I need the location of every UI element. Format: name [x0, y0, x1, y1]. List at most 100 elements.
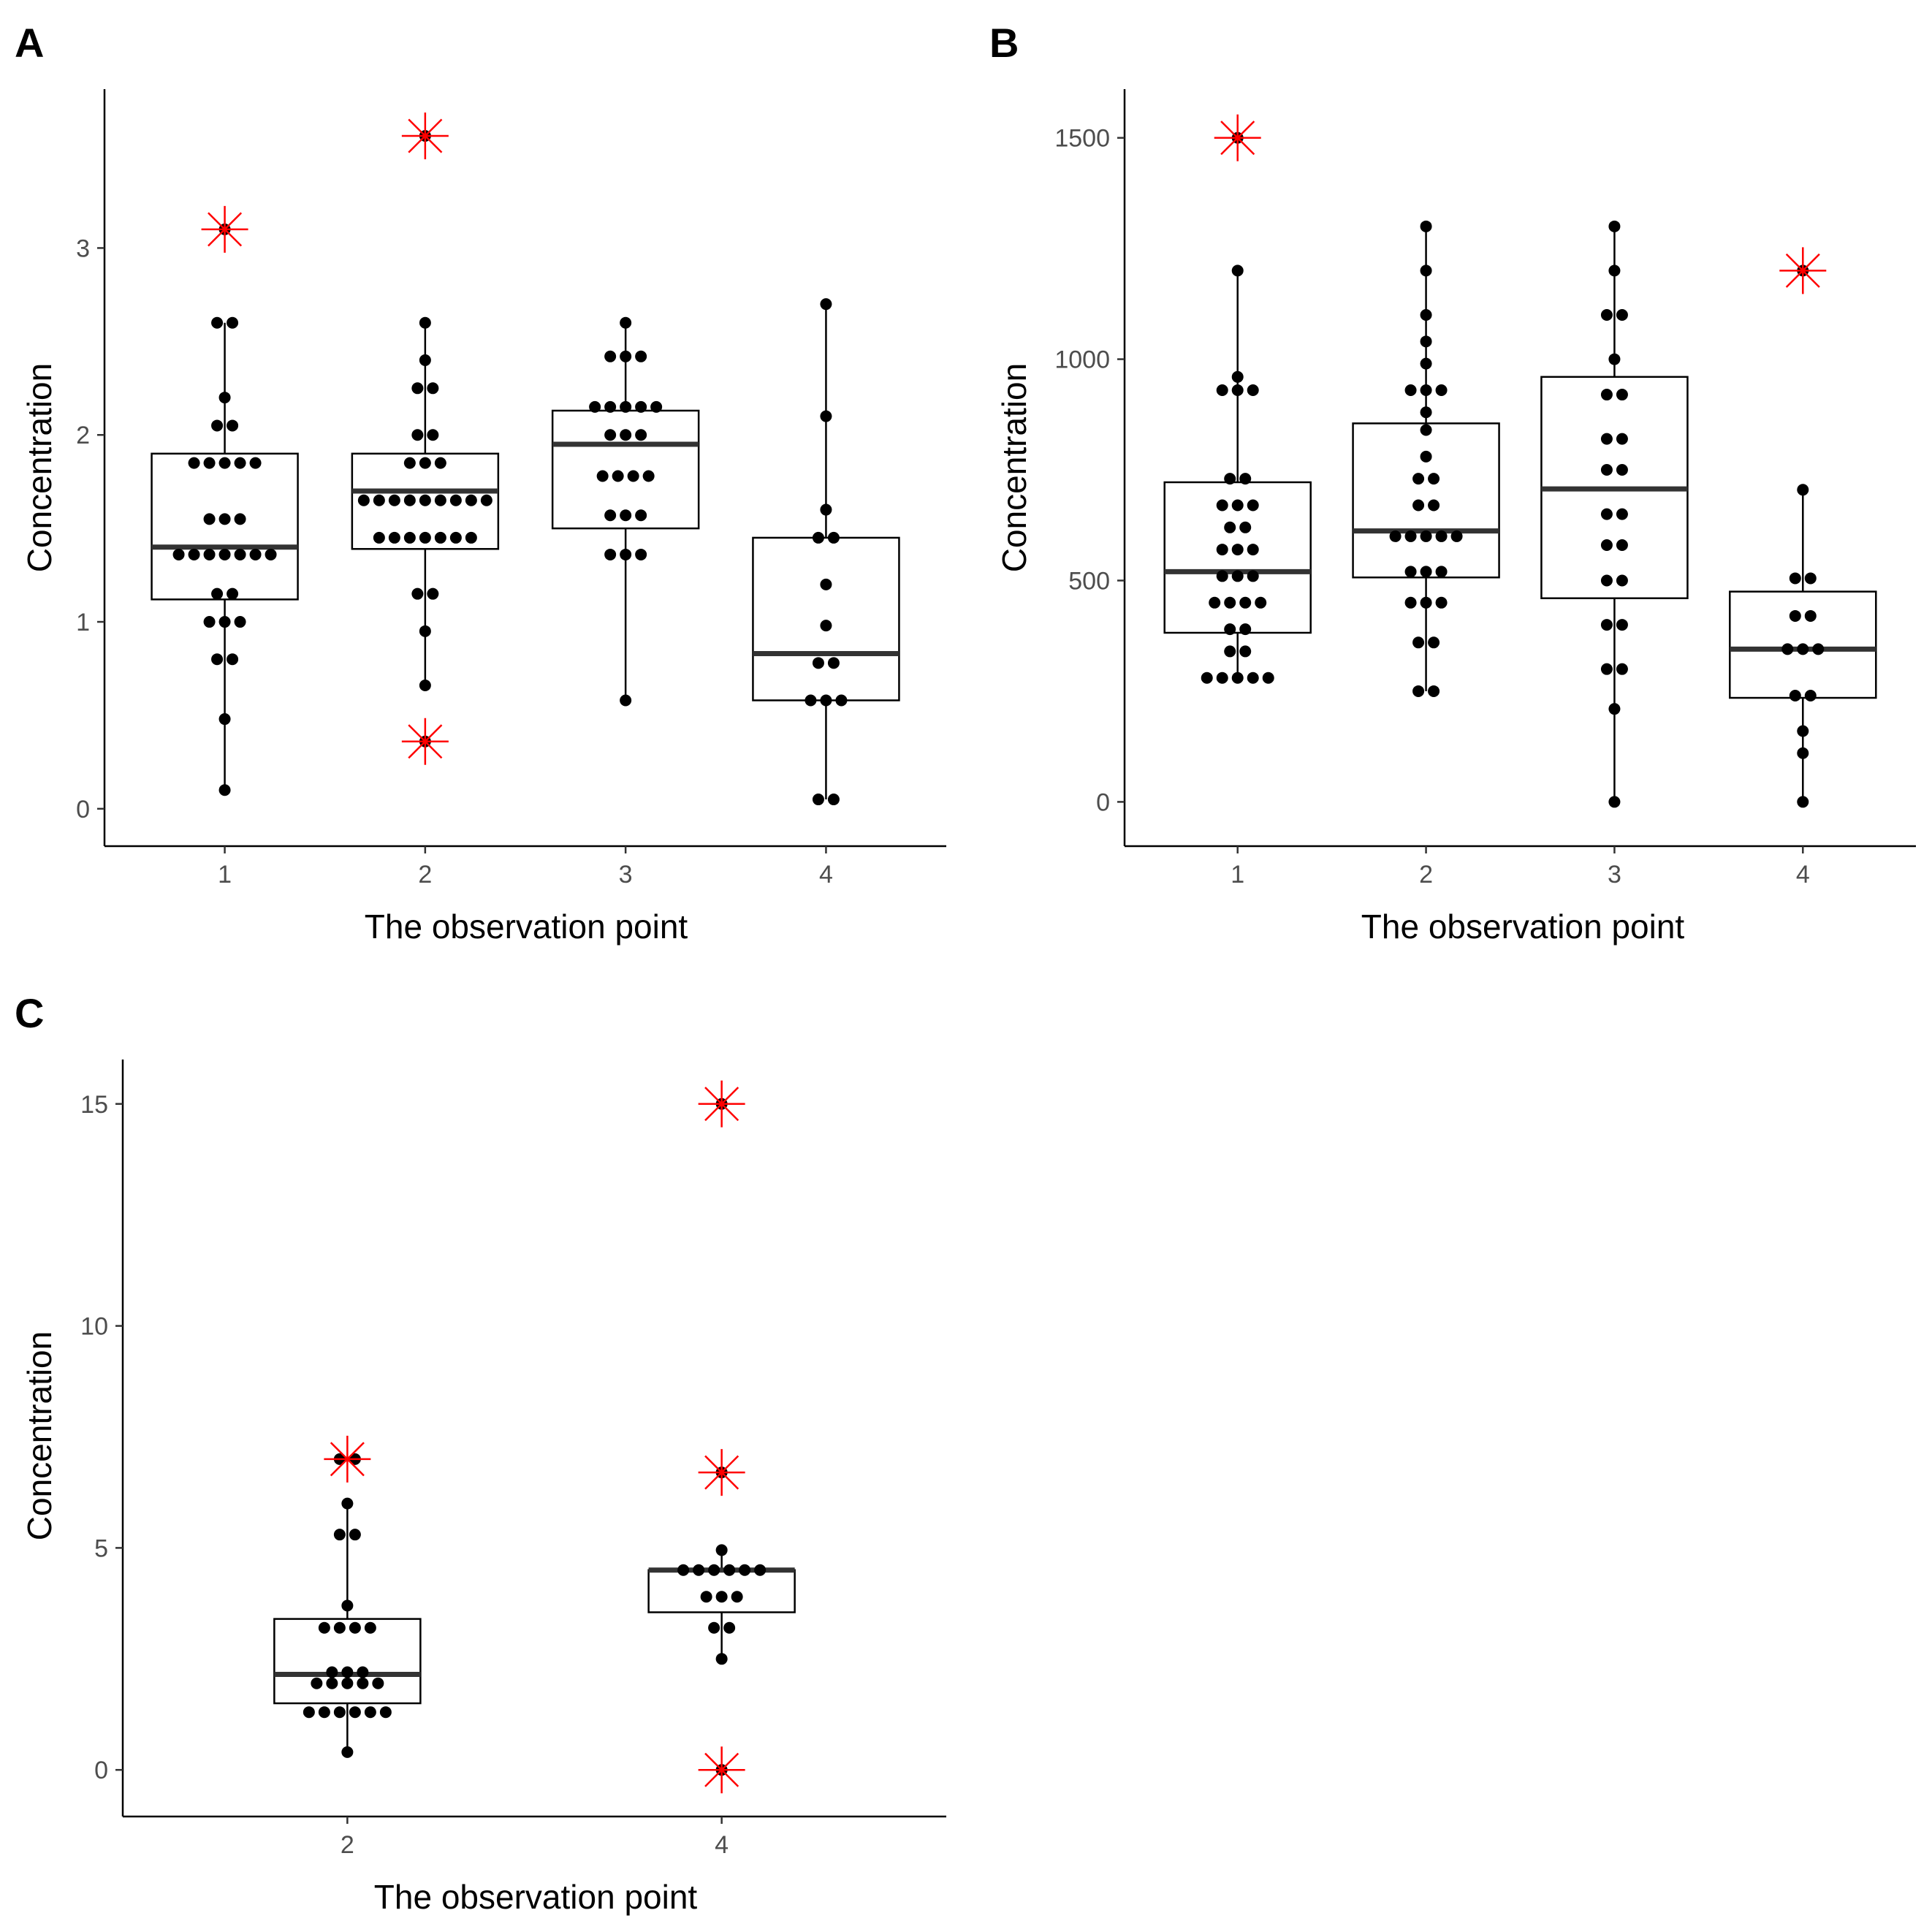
panel-a-data-point — [218, 616, 231, 628]
panel-a-data-point — [635, 429, 647, 441]
panel-c-data-point — [731, 1591, 743, 1603]
panel-b-data-point — [1412, 636, 1425, 649]
panel-b-data-point — [1804, 572, 1817, 585]
panel-c-y-tick-label: 0 — [94, 1757, 108, 1784]
panel-b-data-point — [1247, 570, 1259, 582]
panel-b-data-point — [1420, 384, 1432, 396]
panel-b-data-point — [1608, 265, 1621, 277]
panel-b-data-point — [1412, 499, 1425, 511]
panel-c-data-point — [708, 1621, 720, 1634]
panel-a-data-point — [234, 616, 246, 628]
panel-b-data-point — [1404, 596, 1417, 609]
panel-c-data-point — [700, 1591, 712, 1603]
panel-c-data-point — [739, 1564, 751, 1576]
panel-a-data-point — [434, 494, 446, 506]
panel-a-data-point — [596, 470, 609, 482]
panel-a-x-tick-label: 1 — [218, 861, 232, 889]
panel-a-data-point — [812, 657, 824, 669]
panel-b-data-point — [1428, 473, 1440, 485]
panel-b-data-point — [1600, 539, 1613, 552]
panel-c-data-point — [357, 1666, 369, 1678]
panel-c-outlier-marker — [698, 1080, 745, 1127]
panel-a-data-point — [419, 494, 431, 506]
panel-c: C The observation point Concentration 0 5… — [15, 990, 946, 1916]
panel-b-data-point — [1616, 308, 1628, 321]
panel-a-data-point — [203, 457, 216, 469]
panel-a-data-point — [805, 694, 817, 707]
panel-a-data-point — [218, 457, 231, 469]
panel-a-outlier-marker — [401, 718, 449, 765]
panel-a-data-point — [635, 350, 647, 362]
panel-a-data-point — [411, 587, 424, 600]
panel-a-data-point — [249, 457, 262, 469]
panel-b-x-axis-title: The observation point — [1361, 908, 1685, 946]
panel-c-data-point — [318, 1706, 330, 1719]
panel-b-data-point — [1781, 643, 1794, 655]
panel-a-data-point — [419, 680, 431, 692]
panel-b-data-point — [1412, 685, 1425, 697]
panel-b-data-point — [1789, 690, 1801, 702]
panel-c-data-point — [364, 1621, 376, 1634]
panel-c-box — [273, 1618, 422, 1705]
panel-a-data-point — [642, 470, 655, 482]
panel-a-data-point — [427, 587, 439, 600]
panel-a-data-point — [820, 694, 832, 707]
panel-b-data-point — [1231, 370, 1244, 383]
panel-b-data-point — [1231, 499, 1244, 511]
panel-a-data-point — [211, 653, 224, 666]
panel-b-data-point — [1797, 747, 1809, 759]
panel-a-data-point — [620, 429, 632, 441]
panel-a-data-point — [249, 548, 262, 560]
panel-b-data-point — [1239, 596, 1252, 609]
panel-a-data-point — [234, 548, 246, 560]
panel-c-data-point — [379, 1706, 392, 1719]
panel-b-data-point — [1600, 433, 1613, 445]
panel-b-data-point — [1435, 384, 1448, 396]
panel-b-data-point — [1255, 596, 1267, 609]
panel-c-data-point — [341, 1666, 354, 1678]
panel-a-data-point — [218, 548, 231, 560]
panel-c-outlier-marker — [698, 1746, 745, 1794]
panel-c-data-point — [754, 1564, 767, 1576]
panel-a-data-point — [172, 548, 185, 560]
panel-a-data-point — [820, 578, 832, 590]
panel-a-data-point — [635, 400, 647, 413]
panel-b-data-point — [1216, 384, 1228, 396]
panel-a-data-point — [620, 316, 632, 329]
panel-b-data-point — [1435, 566, 1448, 578]
panel-c-data-point — [723, 1564, 736, 1576]
panel-b-x-tick-label: 1 — [1231, 861, 1244, 889]
panel-b-data-point — [1812, 643, 1825, 655]
panel-b-data-point — [1262, 672, 1274, 684]
panel-a-data-point — [620, 400, 632, 413]
panel-a-data-point — [203, 548, 216, 560]
panel-c-data-point — [372, 1677, 384, 1689]
panel-b-data-point — [1420, 424, 1432, 436]
panel-b-y-tick-label: 0 — [1096, 788, 1110, 816]
panel-b-letter: B — [989, 20, 1019, 66]
panel-b-data-point — [1420, 265, 1432, 277]
panel-b-data-point — [1797, 484, 1809, 496]
panel-c-x-tick-label: 2 — [341, 1831, 354, 1859]
panel-a-data-point — [620, 509, 632, 522]
panel-b-box — [1352, 422, 1500, 579]
panel-b-data-point — [1435, 596, 1448, 609]
panel-c-data-point — [715, 1653, 728, 1665]
panel-a-y-tick-label: 1 — [76, 609, 90, 636]
panel-a-data-point — [612, 470, 624, 482]
panel-a-data-point — [589, 400, 601, 413]
panel-b-data-point — [1239, 473, 1252, 485]
panel-b-y-axis-title: Concentration — [995, 363, 1033, 572]
panel-b-data-point — [1247, 544, 1259, 556]
panel-a-data-point — [403, 457, 416, 469]
panel-a-data-point — [211, 316, 224, 329]
panel-b-data-point — [1247, 499, 1259, 511]
panel-b-data-point — [1420, 450, 1432, 463]
panel-a-data-point — [620, 694, 632, 707]
panel-a-data-point — [820, 298, 832, 311]
panel-a-data-point — [411, 429, 424, 441]
panel-c-data-point — [333, 1621, 346, 1634]
panel-a-data-point — [227, 316, 239, 329]
panel-b-data-point — [1600, 464, 1613, 476]
panel-a-data-point — [604, 429, 617, 441]
